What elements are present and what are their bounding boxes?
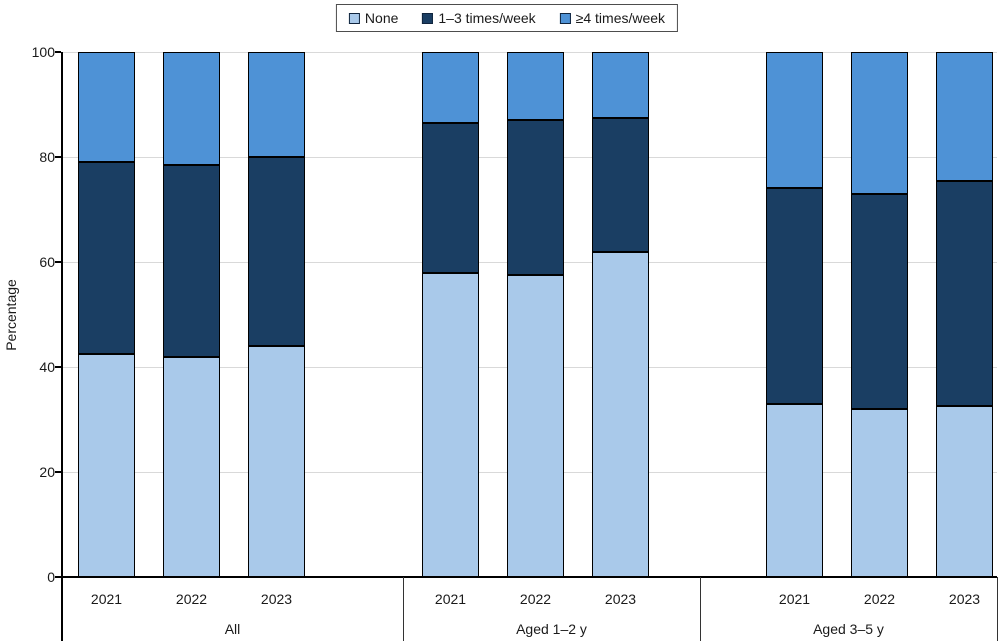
y-tick-label-100: 100 bbox=[31, 44, 55, 60]
bar-all-2021 bbox=[78, 52, 135, 577]
group-divider-3 bbox=[997, 577, 999, 641]
legend-item-4-times-week: ≥4 times/week bbox=[559, 10, 666, 26]
x-tick-label-3-2021: 2021 bbox=[434, 591, 467, 607]
legend-label: ≥4 times/week bbox=[575, 10, 666, 26]
bar-segment-1-3-times-week bbox=[936, 180, 993, 407]
bar-aged-1-2-y-2022 bbox=[507, 51, 564, 577]
legend: None 1–3 times/week ≥4 times/week bbox=[335, 4, 679, 32]
bar-segment-4-times-week bbox=[507, 51, 564, 121]
y-tick-mark-60 bbox=[55, 261, 61, 263]
x-tick-label-4-2022: 2022 bbox=[519, 591, 552, 607]
legend-label: None bbox=[364, 10, 399, 26]
bar-segment-1-3-times-week bbox=[422, 122, 479, 273]
bar-aged-1-2-y-2023 bbox=[592, 52, 649, 577]
x-tick-label-8-2023: 2023 bbox=[948, 591, 981, 607]
bar-segment-none bbox=[766, 403, 823, 577]
group-divider-1 bbox=[403, 577, 405, 641]
x-tick-label-1-2022: 2022 bbox=[175, 591, 208, 607]
bar-segment-none bbox=[851, 409, 908, 577]
bar-segment-1-3-times-week bbox=[766, 188, 823, 404]
x-tick-label-6-2021: 2021 bbox=[778, 591, 811, 607]
bar-segment-1-3-times-week bbox=[507, 120, 564, 276]
bar-segment-none bbox=[592, 251, 649, 577]
group-label-aged-1-2-y: Aged 1–2 y bbox=[516, 621, 587, 637]
bar-all-2023 bbox=[248, 52, 305, 577]
bar-segment-4-times-week bbox=[422, 52, 479, 123]
y-tick-mark-100 bbox=[55, 51, 61, 53]
legend-swatch-icon bbox=[422, 12, 434, 24]
x-tick-label-7-2022: 2022 bbox=[863, 591, 896, 607]
legend-swatch-icon bbox=[348, 12, 360, 24]
bar-segment-4-times-week bbox=[248, 52, 305, 157]
bar-segment-1-3-times-week bbox=[248, 157, 305, 346]
y-tick-mark-0 bbox=[55, 576, 61, 578]
bar-segment-none bbox=[422, 272, 479, 577]
legend-label: 1–3 times/week bbox=[438, 10, 536, 26]
x-tick-label-2-2023: 2023 bbox=[260, 591, 293, 607]
bar-segment-none bbox=[163, 356, 220, 577]
bar-segment-none bbox=[248, 346, 305, 577]
y-tick-label-60: 60 bbox=[39, 254, 55, 270]
bar-segment-4-times-week bbox=[766, 51, 823, 189]
bar-segment-4-times-week bbox=[851, 51, 908, 194]
bar-segment-1-3-times-week bbox=[592, 117, 649, 252]
legend-item-1-3-times-week: 1–3 times/week bbox=[422, 10, 536, 26]
bar-segment-1-3-times-week bbox=[163, 164, 220, 357]
bar-segment-4-times-week bbox=[592, 52, 649, 118]
plot-area bbox=[62, 51, 997, 577]
legend-item-none: None bbox=[348, 10, 399, 26]
bar-segment-none bbox=[936, 406, 993, 577]
y-tick-label-20: 20 bbox=[39, 464, 55, 480]
x-tick-label-0-2021: 2021 bbox=[90, 591, 123, 607]
y-tick-label-0: 0 bbox=[47, 569, 55, 585]
group-label-all: All bbox=[224, 621, 241, 637]
y-axis-title: Percentage bbox=[3, 279, 19, 351]
bar-segment-4-times-week bbox=[78, 52, 135, 163]
bar-aged-3-5-y-2023 bbox=[936, 52, 993, 577]
bar-aged-3-5-y-2022 bbox=[851, 51, 908, 577]
bar-aged-1-2-y-2021 bbox=[422, 52, 479, 577]
y-tick-label-80: 80 bbox=[39, 149, 55, 165]
y-tick-label-40: 40 bbox=[39, 359, 55, 375]
group-divider-2 bbox=[700, 577, 702, 641]
bar-segment-none bbox=[78, 353, 135, 577]
bar-segment-4-times-week bbox=[163, 52, 220, 165]
y-axis-line bbox=[61, 52, 63, 641]
bar-segment-4-times-week bbox=[936, 52, 993, 181]
y-tick-mark-80 bbox=[55, 156, 61, 158]
legend-swatch-icon bbox=[559, 12, 571, 24]
y-tick-mark-40 bbox=[55, 366, 61, 368]
bar-all-2022 bbox=[163, 52, 220, 577]
x-axis-line bbox=[61, 576, 997, 578]
bar-segment-1-3-times-week bbox=[78, 162, 135, 354]
bar-segment-1-3-times-week bbox=[851, 193, 908, 409]
bar-segment-none bbox=[507, 275, 564, 577]
x-tick-label-5-2023: 2023 bbox=[604, 591, 637, 607]
y-tick-mark-20 bbox=[55, 471, 61, 473]
group-label-aged-3-5-y: Aged 3–5 y bbox=[813, 621, 884, 637]
bar-aged-3-5-y-2021 bbox=[766, 51, 823, 577]
